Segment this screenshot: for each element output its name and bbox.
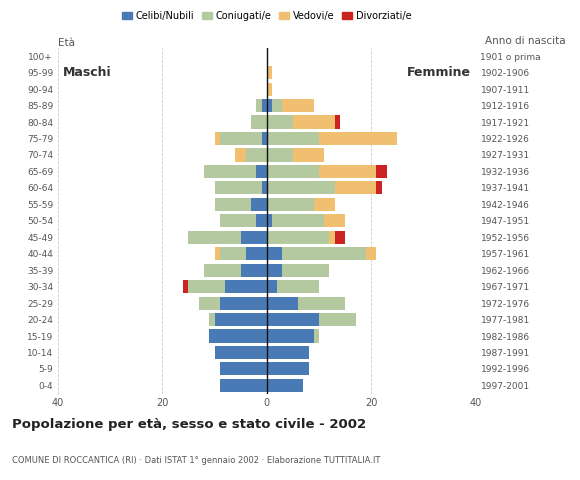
Text: Età: Età xyxy=(58,38,75,48)
Bar xyxy=(272,214,324,228)
Bar xyxy=(267,198,314,211)
Bar xyxy=(319,132,397,145)
Bar xyxy=(335,116,340,129)
Bar xyxy=(256,99,262,112)
Bar xyxy=(282,264,329,277)
Bar xyxy=(267,247,282,260)
Bar xyxy=(366,247,376,260)
Bar xyxy=(267,379,303,392)
Bar xyxy=(267,264,282,277)
Bar xyxy=(246,148,267,162)
Bar xyxy=(277,280,319,293)
Bar xyxy=(282,247,366,260)
Bar xyxy=(282,99,314,112)
Bar xyxy=(225,280,267,293)
Bar xyxy=(215,313,267,326)
Bar xyxy=(267,280,277,293)
Bar xyxy=(235,148,246,162)
Bar xyxy=(267,116,293,129)
Bar xyxy=(262,181,267,194)
Text: Femmine: Femmine xyxy=(407,66,470,79)
Bar xyxy=(262,132,267,145)
Bar xyxy=(267,362,309,375)
Bar xyxy=(262,99,267,112)
Bar xyxy=(335,181,376,194)
Text: COMUNE DI ROCCANTICA (RI) · Dati ISTAT 1° gennaio 2002 · Elaborazione TUTTITALIA: COMUNE DI ROCCANTICA (RI) · Dati ISTAT 1… xyxy=(12,456,380,465)
Bar xyxy=(267,132,319,145)
Bar xyxy=(267,329,314,343)
Bar xyxy=(267,181,335,194)
Bar xyxy=(215,198,251,211)
Bar xyxy=(241,264,267,277)
Bar xyxy=(215,181,262,194)
Bar xyxy=(267,99,272,112)
Bar xyxy=(204,264,241,277)
Bar xyxy=(215,346,267,359)
Bar xyxy=(251,198,267,211)
Text: Anno di nascita: Anno di nascita xyxy=(485,36,566,46)
Bar xyxy=(376,165,387,178)
Bar xyxy=(220,362,267,375)
Bar xyxy=(267,346,309,359)
Bar xyxy=(220,379,267,392)
Bar xyxy=(324,214,345,228)
Bar xyxy=(319,313,356,326)
Text: Maschi: Maschi xyxy=(63,66,112,79)
Bar xyxy=(267,165,319,178)
Bar xyxy=(215,247,220,260)
Bar xyxy=(209,329,267,343)
Bar xyxy=(314,198,335,211)
Bar xyxy=(220,214,256,228)
Bar xyxy=(256,214,267,228)
Bar xyxy=(241,231,267,244)
Bar xyxy=(293,116,335,129)
Bar xyxy=(256,165,267,178)
Bar xyxy=(199,297,220,310)
Bar xyxy=(220,132,262,145)
Bar xyxy=(220,247,246,260)
Bar xyxy=(267,148,293,162)
Bar xyxy=(251,116,267,129)
Bar xyxy=(335,231,345,244)
Bar xyxy=(209,313,215,326)
Bar xyxy=(215,132,220,145)
Bar xyxy=(293,148,324,162)
Bar xyxy=(188,231,241,244)
Bar xyxy=(267,214,272,228)
Bar xyxy=(204,165,256,178)
Bar xyxy=(319,165,376,178)
Bar xyxy=(188,280,225,293)
Bar xyxy=(267,83,272,96)
Legend: Celibi/Nubili, Coniugati/e, Vedovi/e, Divorziati/e: Celibi/Nubili, Coniugati/e, Vedovi/e, Di… xyxy=(118,7,415,25)
Bar xyxy=(314,329,319,343)
Bar xyxy=(183,280,188,293)
Bar xyxy=(267,297,298,310)
Bar xyxy=(298,297,345,310)
Bar xyxy=(267,66,272,79)
Bar xyxy=(267,313,319,326)
Bar xyxy=(267,231,329,244)
Bar xyxy=(246,247,267,260)
Bar xyxy=(376,181,382,194)
Bar xyxy=(272,99,282,112)
Text: Popolazione per età, sesso e stato civile - 2002: Popolazione per età, sesso e stato civil… xyxy=(12,418,366,431)
Bar xyxy=(220,297,267,310)
Bar xyxy=(329,231,335,244)
